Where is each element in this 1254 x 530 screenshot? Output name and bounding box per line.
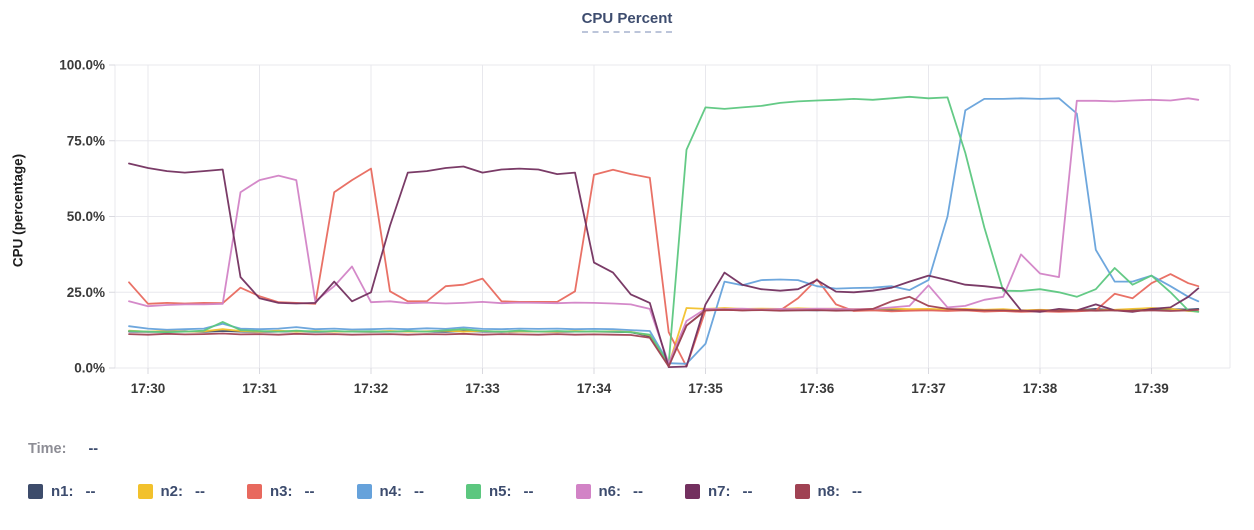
series-line-n3 [128, 167, 1200, 368]
y-tick-label: 0.0% [74, 361, 105, 376]
series-line-n5 [128, 95, 1200, 365]
legend-swatch-n7 [685, 484, 700, 499]
legend-value-n6: -- [633, 483, 643, 500]
x-tick-label: 17:35 [688, 381, 723, 396]
legend-item-n4[interactable]: n4: -- [356, 483, 424, 500]
legend-value-n3: -- [304, 483, 315, 500]
legend-item-n2[interactable]: n2: -- [137, 483, 205, 500]
series-line-n8 [128, 295, 1200, 368]
series-lines [128, 95, 1200, 369]
legend-item-n8[interactable]: n8: -- [794, 483, 862, 500]
legend-swatch-n1 [28, 484, 43, 499]
x-tick-label: 17:39 [1134, 381, 1169, 396]
legend-item-n7[interactable]: n7: -- [685, 483, 753, 500]
time-readout: Time: -- [28, 441, 98, 457]
x-tick-label: 17:33 [465, 381, 500, 396]
cpu-percent-chart[interactable]: 0.0%25.0%50.0%75.0%100.0% 17:30 17:31 17:3… [0, 0, 1254, 425]
legend-swatch-n8 [794, 484, 810, 499]
legend-value-n7: -- [742, 483, 753, 500]
chart-legend: n1: -- n2: -- n3: -- n4: -- n5: -- n6: -- n7: -- n8: -- [28, 483, 862, 500]
x-tick-label: 17:36 [800, 381, 835, 396]
x-tick-label: 17:34 [577, 381, 612, 396]
legend-value-n4: -- [414, 483, 424, 500]
legend-label-n5: n5: [489, 483, 512, 500]
legend-swatch-n4 [356, 484, 372, 499]
legend-swatch-n2 [137, 484, 153, 499]
legend-item-n5[interactable]: n5: -- [466, 483, 534, 500]
y-tick-label: 100.0% [59, 58, 105, 73]
legend-label-n3: n3: [270, 483, 293, 500]
y-tick-label: 75.0% [67, 133, 105, 148]
legend-item-n3[interactable]: n3: -- [247, 483, 315, 500]
legend-value-n2: -- [195, 483, 205, 500]
legend-item-n1[interactable]: n1: -- [28, 483, 96, 500]
series-line-n6 [128, 97, 1200, 365]
legend-value-n5: -- [523, 483, 534, 500]
y-tick-label: 50.0% [67, 209, 105, 224]
x-tick-label: 17:38 [1023, 381, 1058, 396]
legend-label-n2: n2: [160, 483, 184, 500]
legend-label-n6: n6: [598, 483, 622, 500]
series-line-n4 [128, 97, 1200, 365]
time-label: Time: [28, 441, 67, 457]
time-value: -- [88, 441, 99, 457]
x-tick-labels: 17:30 17:31 17:32 17:33 17:34 17:35 17:36 17:37… [131, 381, 1169, 396]
axis-ticks [109, 64, 1152, 374]
legend-label-n7: n7: [708, 483, 731, 500]
x-tick-label: 17:30 [131, 381, 166, 396]
x-tick-label: 17:32 [354, 381, 389, 396]
chart-title[interactable]: CPU Percent [581, 10, 673, 33]
y-tick-labels: 0.0% 25.0% 50.0% 75.0% 100.0% [59, 58, 105, 376]
legend-swatch-n5 [466, 484, 481, 499]
legend-swatch-n6 [575, 484, 591, 499]
legend-label-n1: n1: [51, 483, 74, 500]
series-line-n7 [128, 162, 1200, 369]
legend-label-n8: n8: [817, 483, 841, 500]
legend-value-n1: -- [85, 483, 96, 500]
legend-item-n6[interactable]: n6: -- [575, 483, 643, 500]
x-tick-label: 17:31 [242, 381, 277, 396]
chart-header: CPU Percent [0, 10, 1254, 33]
legend-value-n8: -- [852, 483, 862, 500]
x-tick-label: 17:37 [911, 381, 946, 396]
legend-swatch-n3 [247, 484, 262, 499]
y-tick-label: 25.0% [67, 285, 105, 300]
legend-label-n4: n4: [379, 483, 403, 500]
